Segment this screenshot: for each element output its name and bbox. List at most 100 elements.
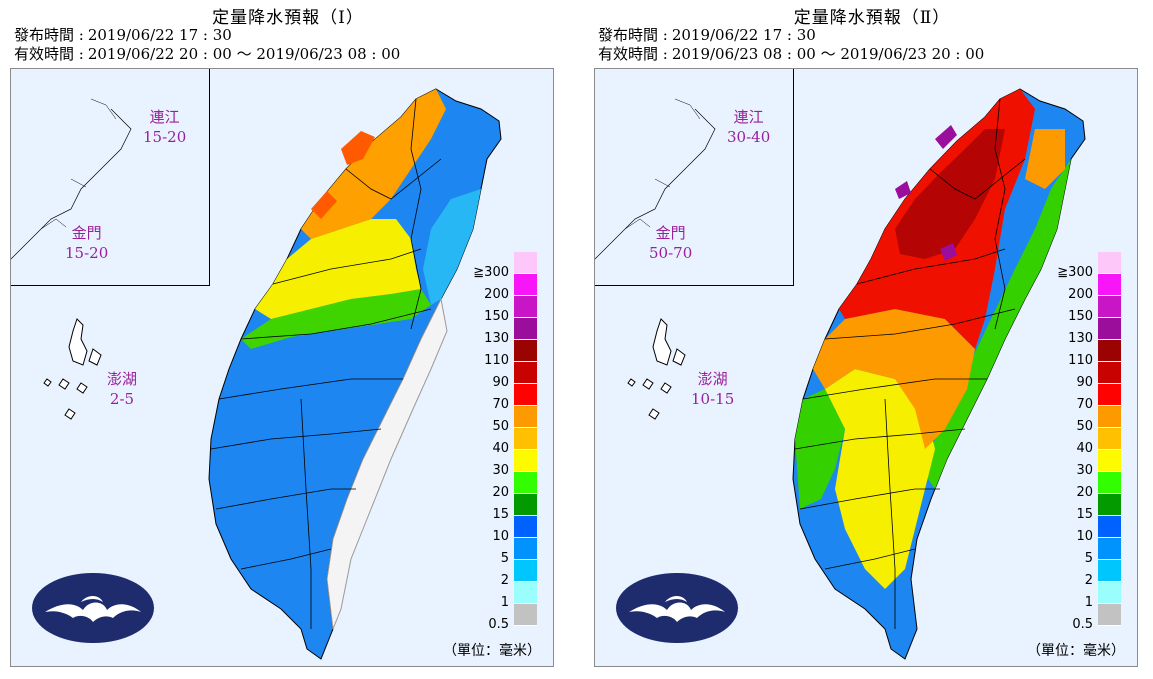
legend-label: ≧300 xyxy=(473,265,509,280)
legend-row: 40 xyxy=(1035,428,1125,456)
island-name: 連江 xyxy=(733,108,764,126)
legend-row: 1 xyxy=(451,582,541,610)
matsu-label: 連江 30-40 xyxy=(727,107,770,147)
legend-row: 150 xyxy=(451,296,541,324)
island-value: 50-70 xyxy=(649,244,693,262)
legend-swatch xyxy=(1098,428,1121,450)
rain-zone-110mm xyxy=(895,129,1005,259)
legend-swatch xyxy=(1098,362,1121,384)
rain-zone-70mm xyxy=(311,131,375,219)
legend-row: 10 xyxy=(451,516,541,544)
legend-swatch xyxy=(1098,494,1121,516)
outlying-islands-inset xyxy=(595,69,794,286)
legend-swatch xyxy=(514,472,537,494)
rain-zone-50mm xyxy=(813,309,975,449)
legend-label: 5 xyxy=(500,551,509,566)
legend-row: 50 xyxy=(451,406,541,434)
matsu-label: 連江 15-20 xyxy=(143,107,186,147)
legend-label: 10 xyxy=(492,529,509,544)
legend-row: 90 xyxy=(1035,362,1125,390)
panel-title: 定量降水預報（Ⅱ） xyxy=(793,8,951,28)
legend-row: 2 xyxy=(451,560,541,588)
east-coast-dry-area xyxy=(326,297,448,630)
legend-swatch xyxy=(514,450,537,472)
rainfall-map: 連江 15-20 金門 15-20 澎湖 2-5 ≧300 200 150 130 11… xyxy=(10,68,554,667)
rain-zone-20mm-west xyxy=(795,389,845,509)
legend-label: 150 xyxy=(1068,309,1093,324)
legend-label: 110 xyxy=(484,353,509,368)
legend-label: 130 xyxy=(1068,331,1093,346)
legend-row: 10 xyxy=(1035,516,1125,544)
cwb-logo-icon xyxy=(616,573,738,643)
legend-label: 200 xyxy=(1068,287,1093,302)
legend-row: 15 xyxy=(451,494,541,522)
legend-swatch xyxy=(514,406,537,428)
panel-title: 定量降水預報（Ⅰ） xyxy=(212,8,364,28)
valid-time-line: 有效時間 :2019/06/23 08 : 00 ～ 2019/06/23 20… xyxy=(598,43,984,64)
rainfall-map: 連江 30-40 金門 50-70 澎湖 10-15 ≧300 200 150 130… xyxy=(594,68,1138,667)
island-name: 連江 xyxy=(149,108,180,126)
county-borders xyxy=(210,98,442,629)
legend-label: 30 xyxy=(1076,463,1093,478)
island-name: 澎湖 xyxy=(107,370,138,388)
legend-row: 30 xyxy=(451,450,541,478)
legend-swatch xyxy=(1098,560,1121,582)
legend-label: 40 xyxy=(492,441,509,456)
kinmen-label: 金門 15-20 xyxy=(65,223,108,263)
valid-label: 有效時間 : xyxy=(14,45,84,63)
legend-label: 1 xyxy=(1084,595,1093,610)
rainfall-legend: ≧300 200 150 130 110 90 70 50 40 30 20 15 10 5 2 1 0.5 xyxy=(1035,252,1125,632)
legend-label: 15 xyxy=(492,507,509,522)
legend-label: 130 xyxy=(484,331,509,346)
legend-row: 20 xyxy=(451,472,541,500)
legend-swatch xyxy=(1098,450,1121,472)
legend-label: 70 xyxy=(1076,397,1093,412)
legend-row: 30 xyxy=(1035,450,1125,478)
legend-swatch xyxy=(1098,274,1121,296)
legend-row: 15 xyxy=(1035,494,1125,522)
legend-label: 70 xyxy=(492,397,509,412)
rain-zone-20mm xyxy=(241,289,431,349)
legend-row: 20 xyxy=(1035,472,1125,500)
legend-swatch xyxy=(514,516,537,538)
rain-zone-30mm xyxy=(825,369,935,589)
rain-zone-130mm xyxy=(895,125,957,261)
legend-swatch xyxy=(514,274,537,296)
legend-swatch xyxy=(1098,384,1121,406)
legend-row: 50 xyxy=(1035,406,1125,434)
legend-row: 5 xyxy=(1035,538,1125,566)
forecast-panel-1: 定量降水預報（Ⅰ） 發布時間 :2019/06/22 17 : 30 有效時間 … xyxy=(8,0,568,679)
legend-swatch xyxy=(1098,340,1121,362)
legend-row: ≧300 xyxy=(451,252,541,280)
legend-swatch xyxy=(514,494,537,516)
legend-row: 200 xyxy=(451,274,541,302)
legend-swatch xyxy=(514,296,537,318)
legend-label: 50 xyxy=(492,419,509,434)
legend-row: ≧300 xyxy=(1035,252,1125,280)
legend-swatch xyxy=(1098,296,1121,318)
penghu-islands xyxy=(627,318,686,420)
legend-row: 0.5 xyxy=(1035,604,1125,632)
legend-label: 30 xyxy=(492,463,509,478)
issue-time: 2019/06/22 17 : 30 xyxy=(87,26,232,44)
penghu-label: 澎湖 2-5 xyxy=(107,369,137,409)
outlying-islands-inset xyxy=(11,69,210,286)
legend-label: 2 xyxy=(1084,573,1093,588)
taiwan-rainfall-map-1 xyxy=(43,88,502,660)
legend-swatch xyxy=(514,318,537,340)
legend-row: 5 xyxy=(451,538,541,566)
legend-label: 40 xyxy=(1076,441,1093,456)
legend-label: 20 xyxy=(492,485,509,500)
legend-label: 20 xyxy=(1076,485,1093,500)
taiwan-rainfall-map-2 xyxy=(627,88,1086,660)
legend-swatch xyxy=(1098,582,1121,604)
legend-label: 0.5 xyxy=(488,617,509,632)
fujian-coast-outline xyxy=(595,98,716,260)
rain-zone-30mm xyxy=(255,219,421,319)
legend-swatch xyxy=(1098,406,1121,428)
rain-zone-50mm-northeast xyxy=(1025,129,1065,189)
legend-label: 15 xyxy=(1076,507,1093,522)
legend-label: 110 xyxy=(1068,353,1093,368)
legend-row: 130 xyxy=(451,318,541,346)
issue-time: 2019/06/22 17 : 30 xyxy=(671,26,816,44)
